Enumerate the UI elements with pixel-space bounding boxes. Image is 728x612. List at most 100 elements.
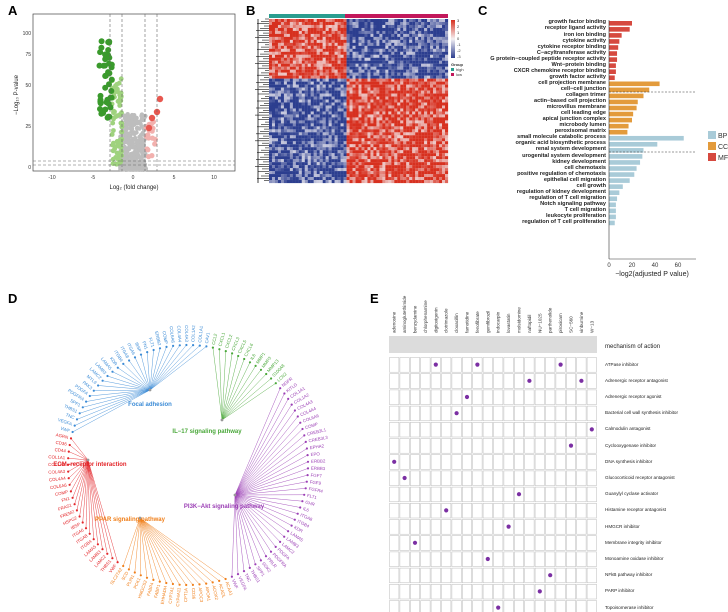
heatmap-cell xyxy=(274,144,279,148)
heatmap-cell xyxy=(334,45,338,49)
heatmap-cell xyxy=(415,36,419,40)
heatmap-cell xyxy=(445,21,449,26)
heatmap-cell xyxy=(307,36,311,40)
heatmap-cell xyxy=(433,87,437,91)
heatmap-cell xyxy=(313,99,317,103)
heatmap-cell xyxy=(379,33,383,37)
gene-node xyxy=(178,583,181,586)
gene-node xyxy=(75,418,79,421)
heatmap-cell xyxy=(394,84,398,88)
heatmap-cell xyxy=(286,117,290,121)
heatmap-cell xyxy=(403,66,407,70)
heatmap-cell xyxy=(376,156,380,160)
heatmap-cell xyxy=(382,24,386,29)
heatmap-cell xyxy=(334,21,338,26)
heatmap-cell xyxy=(328,114,332,118)
matrix-cell xyxy=(545,519,556,535)
heatmap-cell xyxy=(277,57,282,61)
go-bar xyxy=(609,57,618,62)
heatmap-cell xyxy=(340,48,344,52)
heatmap-cell xyxy=(406,90,410,94)
network-edge xyxy=(128,517,141,570)
matrix-cell xyxy=(430,454,441,470)
heatmap-cell xyxy=(370,19,374,23)
heatmap-cell xyxy=(379,153,383,157)
go-term-label: CXCR chemokine receptor binding xyxy=(513,67,606,74)
heatmap-cell xyxy=(277,105,282,109)
heatmap-cell xyxy=(403,147,407,151)
heatmap-cell xyxy=(406,21,410,26)
heatmap-cell xyxy=(271,153,276,157)
heatmap-cell xyxy=(313,114,317,118)
gene-node xyxy=(293,409,296,412)
heatmap-cell xyxy=(298,27,302,32)
matrix-cell xyxy=(545,551,556,567)
matrix-cell xyxy=(555,600,566,612)
heatmap-cell xyxy=(394,81,398,85)
heatmap-cell xyxy=(307,78,311,82)
go-bar xyxy=(609,81,660,87)
heatmap-cell xyxy=(406,69,410,73)
heatmap-cell xyxy=(292,156,296,160)
heatmap-cell xyxy=(269,120,273,124)
heatmap-cell xyxy=(337,180,341,184)
heatmap-cell xyxy=(445,111,449,115)
heatmap-cell xyxy=(340,102,344,106)
heatmap-cell xyxy=(304,57,308,61)
heatmap-cell xyxy=(397,105,401,109)
heatmap-cell xyxy=(289,102,293,106)
gene-label: HMGCS2 xyxy=(137,579,148,599)
heatmap-cell xyxy=(322,147,326,151)
matrix-cell xyxy=(545,373,556,389)
heatmap-cell xyxy=(349,96,353,100)
network-edge xyxy=(87,459,94,540)
heatmap-cell xyxy=(400,105,404,109)
matrix-cell xyxy=(399,373,410,389)
go-term-label: urogenital system development xyxy=(522,152,606,159)
heatmap-cell xyxy=(346,36,350,40)
heatmap-cell xyxy=(367,96,371,100)
heatmap-cell xyxy=(307,75,311,79)
heatmap-cell xyxy=(307,57,311,61)
heatmap-cell xyxy=(301,84,305,88)
heatmap-cell xyxy=(355,48,359,52)
heatmap-cell xyxy=(298,99,302,103)
heatmap-cell xyxy=(418,123,422,127)
heatmap-cell xyxy=(325,87,329,91)
gene-label: CREB3L1 xyxy=(306,427,327,437)
heatmap-cell xyxy=(346,78,350,82)
heatmap-cell xyxy=(406,162,410,166)
heatmap-cell xyxy=(340,147,344,151)
heatmap-cell xyxy=(271,75,276,79)
heatmap-cell xyxy=(424,75,428,79)
volcano-point xyxy=(126,141,132,146)
heatmap-cell xyxy=(409,66,413,70)
heatmap-cell xyxy=(355,123,359,127)
heatmap-cell xyxy=(397,54,401,58)
gene-node xyxy=(85,400,88,403)
gene-node xyxy=(269,550,273,553)
heatmap-cell xyxy=(424,78,428,82)
heatmap-cell xyxy=(328,105,332,109)
heatmap-cell xyxy=(370,51,374,55)
heatmap-cell xyxy=(271,171,276,175)
heatmap-cell xyxy=(442,69,446,73)
heatmap-cell xyxy=(307,27,311,32)
heatmap-cell xyxy=(280,120,285,124)
heatmap-cell xyxy=(367,108,371,112)
heatmap-cell xyxy=(277,84,282,88)
heatmap-cell xyxy=(412,177,416,181)
heatmap-cell xyxy=(352,72,356,76)
heatmap-cell xyxy=(316,30,320,35)
heatmap-cell xyxy=(319,117,323,121)
heatmap-cell xyxy=(298,129,302,133)
heatmap-cell xyxy=(361,132,365,136)
gene-label: LCN2 xyxy=(276,371,288,383)
heatmap-cell xyxy=(352,105,356,109)
matrix-cell xyxy=(482,503,493,519)
heatmap-cell xyxy=(388,60,392,64)
heatmap-cell xyxy=(298,54,302,58)
heatmap-cell xyxy=(343,51,347,55)
heatmap-cell xyxy=(340,75,344,79)
heatmap-cell xyxy=(382,69,386,73)
